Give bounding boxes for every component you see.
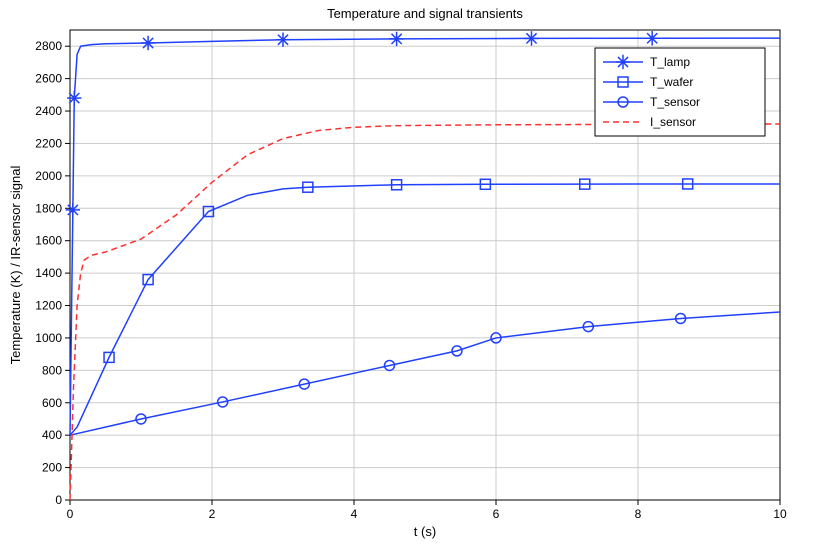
x-tick-label: 2 bbox=[209, 507, 216, 521]
x-tick-label: 8 bbox=[635, 507, 642, 521]
y-tick-label: 1600 bbox=[35, 234, 62, 248]
y-tick-label: 2000 bbox=[35, 169, 62, 183]
y-tick-label: 200 bbox=[42, 461, 62, 475]
chart-svg: 0 2 4 6 8 10 0 200 400 600 800 1000 1200 1400 1600 1800… bbox=[0, 0, 815, 547]
marker-star bbox=[66, 203, 80, 217]
y-tick-label: 1000 bbox=[35, 331, 62, 345]
y-tick-label: 2800 bbox=[35, 39, 62, 53]
x-tick-label: 0 bbox=[67, 507, 74, 521]
x-axis-label: t (s) bbox=[414, 524, 436, 539]
y-tick-label: 1200 bbox=[35, 299, 62, 313]
y-tick-label: 2600 bbox=[35, 72, 62, 86]
marker-star bbox=[141, 36, 155, 50]
chart-title: Temperature and signal transients bbox=[327, 6, 523, 21]
x-tick-label: 6 bbox=[493, 507, 500, 521]
y-tick-label: 1800 bbox=[35, 201, 62, 215]
legend-label: T_sensor bbox=[650, 95, 700, 109]
marker-star bbox=[645, 31, 659, 45]
chart-container: 0 2 4 6 8 10 0 200 400 600 800 1000 1200 1400 1600 1800… bbox=[0, 0, 815, 547]
marker-star bbox=[67, 91, 81, 105]
legend-label: T_wafer bbox=[650, 75, 693, 89]
marker-star bbox=[524, 31, 538, 45]
y-tick-label: 400 bbox=[42, 428, 62, 442]
marker-star bbox=[616, 55, 630, 69]
x-tick-label: 10 bbox=[773, 507, 787, 521]
marker-star bbox=[276, 33, 290, 47]
y-tick-label: 800 bbox=[42, 363, 62, 377]
legend-label: I_sensor bbox=[650, 115, 696, 129]
y-axis-label: Temperature (K) / IR-sensor signal bbox=[8, 166, 23, 365]
x-tick-label: 4 bbox=[351, 507, 358, 521]
y-tick-label: 0 bbox=[55, 493, 62, 507]
y-tick-label: 2200 bbox=[35, 136, 62, 150]
y-tick-label: 600 bbox=[42, 396, 62, 410]
y-tick-label: 1400 bbox=[35, 266, 62, 280]
legend-label: T_lamp bbox=[650, 55, 690, 69]
marker-star bbox=[389, 32, 403, 46]
y-tick-label: 2400 bbox=[35, 104, 62, 118]
